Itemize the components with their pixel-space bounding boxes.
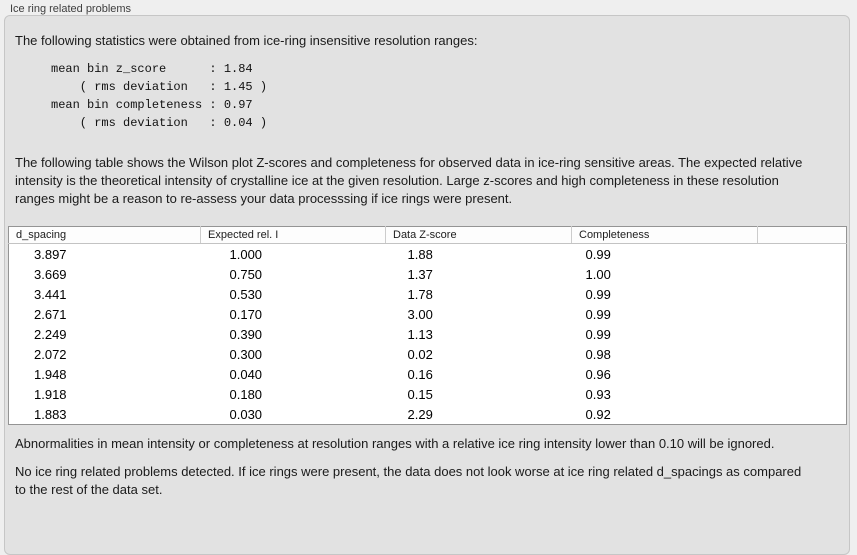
table-row[interactable]: 3.441 0.530 1.78 0.99 xyxy=(9,284,847,304)
column-header-filler xyxy=(757,226,847,244)
table-cell: 0.16 xyxy=(407,366,433,382)
table-cell: 3.00 xyxy=(407,306,433,322)
table-cell: 0.030 xyxy=(229,406,263,422)
table-cell-filler xyxy=(758,344,847,364)
table-row[interactable]: 3.669 0.750 1.37 1.00 xyxy=(9,264,847,284)
table-cell: 0.99 xyxy=(585,286,611,302)
table-cell: 0.92 xyxy=(585,406,611,422)
table-cell: 0.96 xyxy=(585,366,611,382)
table-cell: 1.000 xyxy=(229,246,263,262)
table-cell-filler xyxy=(758,284,847,304)
table-cell: 0.93 xyxy=(585,386,611,402)
table-cell: 0.180 xyxy=(229,386,263,402)
conclusion-text: No ice ring related problems detected. I… xyxy=(15,464,802,497)
table-body: 3.897 1.000 1.88 0.99 3.669 0.750 1.37 1.00 3.44… xyxy=(9,244,847,425)
table-cell: 1.37 xyxy=(407,266,433,282)
table-cell-filler xyxy=(758,304,847,324)
table-cell: 1.883 xyxy=(34,406,67,422)
table-cell-filler xyxy=(758,384,847,404)
table-cell: 3.669 xyxy=(34,266,67,282)
table-cell: 1.88 xyxy=(407,246,433,262)
table-cell-filler xyxy=(758,324,847,344)
table-cell: 2.29 xyxy=(407,406,433,422)
table-cell: 0.98 xyxy=(585,346,611,362)
table-cell-filler xyxy=(758,244,847,265)
table-cell: 0.99 xyxy=(585,246,611,262)
table-description: The following table shows the Wilson plo… xyxy=(15,155,803,206)
table-cell: 1.948 xyxy=(34,366,67,382)
table-cell: 3.441 xyxy=(34,286,67,302)
ignore-note-text: Abnormalities in mean intensity or compl… xyxy=(15,436,775,451)
table-cell-filler xyxy=(758,264,847,284)
column-header-completeness[interactable]: Completeness xyxy=(571,226,758,244)
table-cell: 1.00 xyxy=(585,266,611,282)
table-cell: 2.072 xyxy=(34,346,67,362)
table-row[interactable]: 2.072 0.300 0.02 0.98 xyxy=(9,344,847,364)
table-cell: 0.15 xyxy=(407,386,433,402)
column-header-d-spacing[interactable]: d_spacing xyxy=(8,226,201,244)
table-cell: 0.02 xyxy=(407,346,433,362)
table-cell: 1.78 xyxy=(407,286,433,302)
column-header-expected-rel-i[interactable]: Expected rel. I xyxy=(200,226,386,244)
table-row[interactable]: 2.671 0.170 3.00 0.99 xyxy=(9,304,847,324)
ice-ring-table: d_spacing Expected rel. I Data Z-score C… xyxy=(8,226,847,425)
table-cell-filler xyxy=(758,404,847,425)
table-row[interactable]: 2.249 0.390 1.13 0.99 xyxy=(9,324,847,344)
table-cell: 0.390 xyxy=(229,326,263,342)
table-cell: 0.750 xyxy=(229,266,263,282)
intro-text: The following statistics were obtained f… xyxy=(15,33,478,48)
table-cell: 0.530 xyxy=(229,286,263,302)
table-cell: 2.671 xyxy=(34,306,67,322)
table-cell: 2.249 xyxy=(34,326,67,342)
table-cell: 3.897 xyxy=(34,246,67,262)
table-cell: 0.99 xyxy=(585,306,611,322)
table-cell: 1.13 xyxy=(407,326,433,342)
table-row[interactable]: 1.948 0.040 0.16 0.96 xyxy=(9,364,847,384)
table-cell: 0.170 xyxy=(229,306,263,322)
table-row[interactable]: 3.897 1.000 1.88 0.99 xyxy=(9,244,847,265)
ice-ring-panel: The following statistics were obtained f… xyxy=(4,15,850,555)
table-cell-filler xyxy=(758,364,847,384)
section-title: Ice ring related problems xyxy=(10,3,132,15)
table-row[interactable]: 1.918 0.180 0.15 0.93 xyxy=(9,384,847,404)
ice-ring-table-container: d_spacing Expected rel. I Data Z-score C… xyxy=(8,226,849,425)
table-cell: 0.300 xyxy=(229,346,263,362)
table-cell: 0.040 xyxy=(229,366,263,382)
table-row[interactable]: 1.883 0.030 2.29 0.92 xyxy=(9,404,847,425)
table-cell: 0.99 xyxy=(585,326,611,342)
table-cell: 1.918 xyxy=(34,386,67,402)
stats-block: mean bin z_score : 1.84 ( rms deviation … xyxy=(51,62,268,130)
table-header: d_spacing Expected rel. I Data Z-score C… xyxy=(8,226,847,244)
column-header-data-z-score[interactable]: Data Z-score xyxy=(385,226,572,244)
